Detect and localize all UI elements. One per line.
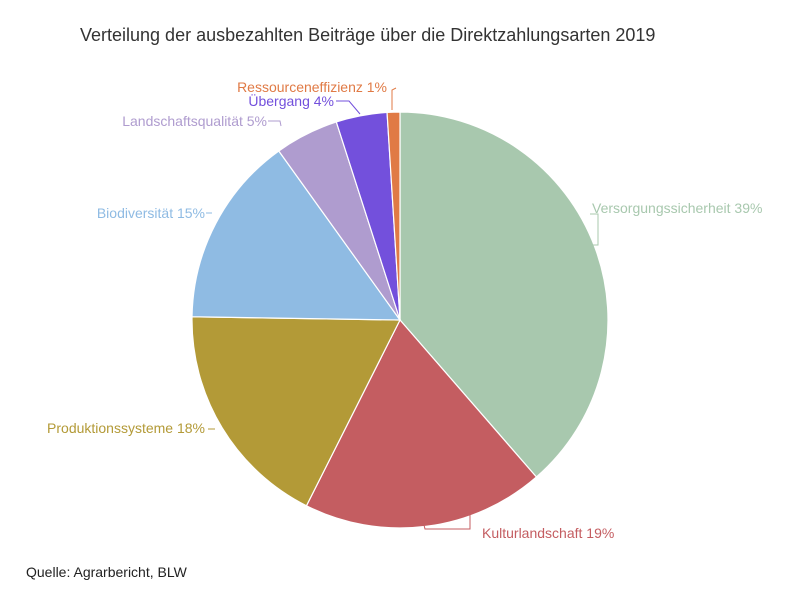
chart-title: Verteilung der ausbezahlten Beiträge übe…: [80, 25, 656, 45]
source-note: Quelle: Agrarbericht, BLW: [26, 564, 187, 580]
slice-label-5: Übergang 4%: [248, 92, 334, 109]
slice-label-3: Biodiversität 15%: [97, 205, 205, 221]
slice-label-1: Kulturlandschaft 19%: [482, 525, 614, 541]
leader-line-6: [391, 87, 397, 110]
leader-line-1: [422, 514, 471, 530]
pie-slice-0: [399, 111, 609, 478]
slice-label-6: Ressourceneffizienz 1%: [237, 79, 387, 95]
pie-slice-3: [191, 150, 402, 321]
pie-slice-2: [191, 316, 401, 507]
slice-label-0: Versorgungssicherheit 39%: [592, 200, 762, 216]
slice-label-4: Landschaftsqualität 5%: [122, 113, 267, 129]
leader-line-0: [590, 213, 599, 246]
leader-line-4: [268, 120, 282, 127]
leader-line-5: [336, 100, 361, 115]
pie-slice-1: [305, 318, 538, 529]
slice-label-2: Produktionssysteme 18%: [47, 420, 205, 436]
pie-slice-6: [386, 111, 401, 321]
